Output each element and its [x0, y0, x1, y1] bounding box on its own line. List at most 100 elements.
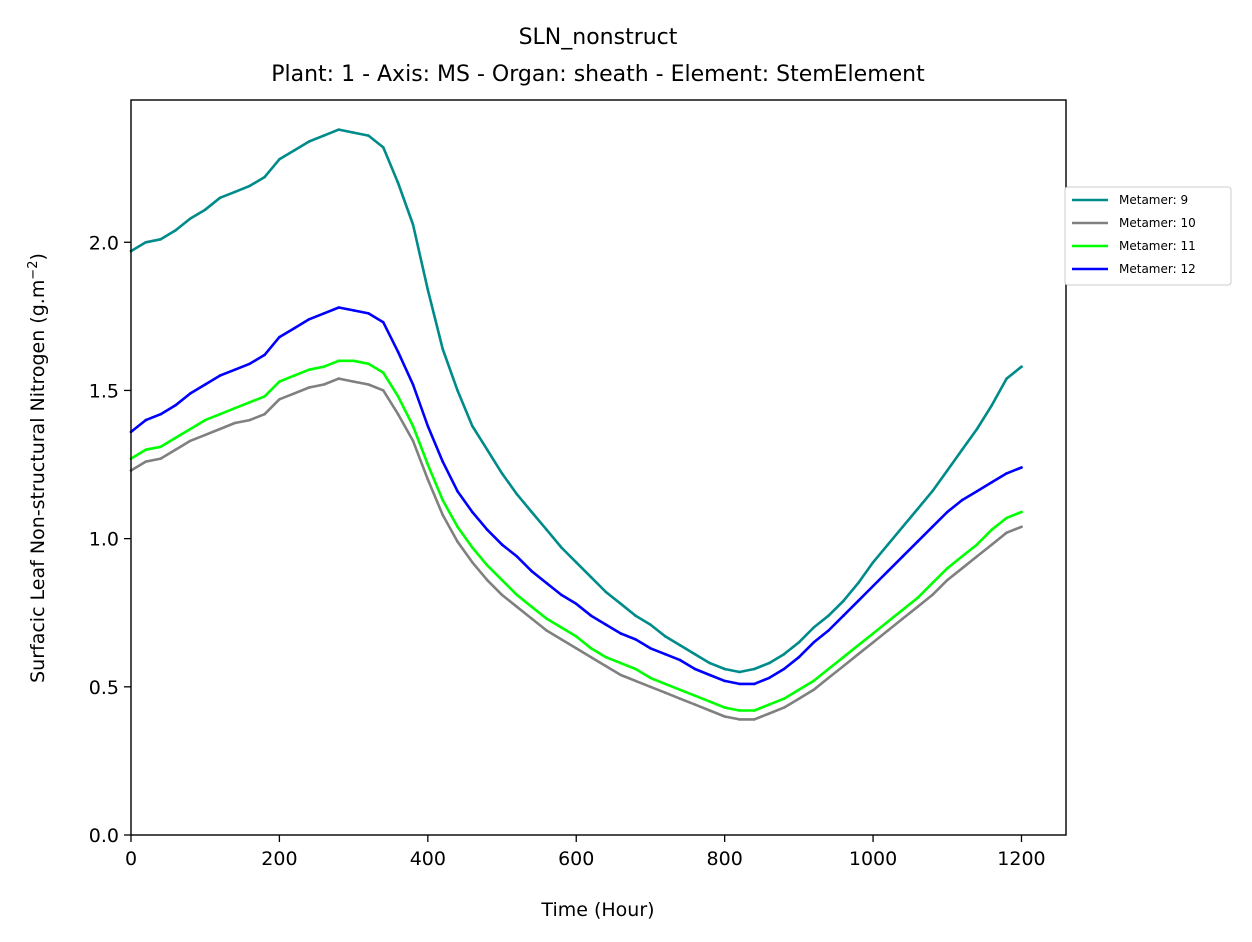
legend: Metamer: 9 Metamer: 10 Metamer: 11 Metamer:… — [1064, 186, 1232, 286]
data-point — [678, 697, 682, 700]
data-point — [619, 661, 623, 665]
data-point — [485, 528, 489, 531]
data-point — [411, 383, 415, 386]
data-point — [589, 614, 593, 617]
data-point — [293, 326, 296, 330]
data-point — [901, 617, 904, 620]
data-point — [678, 658, 682, 662]
data-point — [159, 445, 162, 449]
data-point — [174, 404, 177, 407]
data-point — [322, 365, 326, 369]
data-point — [990, 543, 994, 546]
legend-item: Metamer: 11 — [1072, 239, 1196, 253]
data-point — [901, 525, 904, 529]
data-point — [367, 312, 370, 315]
data-point — [307, 368, 311, 372]
data-point — [916, 507, 919, 511]
data-point — [322, 383, 326, 386]
data-point — [352, 359, 355, 363]
legend-label: Metamer: 11 — [1119, 239, 1196, 253]
y-tick-label: 2.0 — [89, 232, 119, 254]
data-point — [678, 688, 682, 692]
data-point — [278, 380, 281, 383]
y-axis-label-text: Surfacic Leaf Non-structural Nitrogen (g… — [27, 280, 49, 683]
data-point — [560, 626, 563, 629]
data-point — [263, 175, 266, 179]
series-3 — [129, 359, 1023, 712]
data-point — [530, 510, 533, 514]
data-point — [174, 229, 177, 232]
x-tick-label: 400 — [410, 848, 446, 870]
data-point — [426, 463, 430, 466]
data-point — [352, 309, 355, 312]
data-point — [189, 392, 192, 395]
data-point — [382, 389, 385, 392]
data-point — [946, 469, 949, 472]
data-point — [797, 641, 801, 644]
data-point — [856, 599, 860, 603]
data-point — [634, 614, 637, 617]
data-point — [203, 383, 207, 386]
data-point — [664, 682, 667, 686]
data-point — [975, 543, 979, 546]
data-point — [842, 599, 845, 603]
data-point — [574, 602, 578, 606]
data-point — [916, 605, 919, 609]
data-point — [1020, 365, 1023, 369]
data-point — [827, 667, 830, 671]
data-point — [248, 362, 251, 366]
data-point — [322, 312, 326, 315]
data-point — [411, 424, 415, 428]
data-point — [589, 647, 593, 650]
data-point — [782, 697, 786, 700]
data-point — [203, 208, 207, 211]
data-point — [738, 682, 741, 686]
data-point — [723, 715, 726, 718]
data-point — [738, 718, 741, 721]
data-point — [456, 389, 459, 392]
legend-item: Metamer: 12 — [1072, 262, 1196, 276]
data-point — [203, 433, 207, 437]
data-point — [931, 593, 934, 597]
data-point — [485, 578, 489, 582]
data-point — [367, 134, 370, 137]
x-tick-label: 1200 — [997, 848, 1045, 870]
data-point — [753, 709, 756, 712]
data-point — [975, 489, 979, 493]
data-point — [426, 288, 430, 292]
data-point — [649, 647, 652, 650]
data-point — [144, 418, 148, 422]
y-tick-label: 0.0 — [89, 825, 119, 847]
x-tick-label: 200 — [261, 848, 297, 870]
data-point — [471, 510, 474, 514]
data-point — [574, 635, 578, 638]
data-point — [396, 412, 400, 416]
data-point — [530, 569, 533, 573]
data-point — [263, 395, 266, 398]
data-point — [456, 525, 459, 529]
data-point — [307, 318, 311, 321]
data-point — [471, 561, 474, 564]
data-point — [871, 584, 875, 588]
data-point — [545, 581, 548, 585]
data-point — [545, 617, 548, 620]
data-point — [664, 635, 667, 638]
data-point — [634, 638, 637, 641]
data-point — [500, 472, 504, 475]
data-point — [723, 706, 726, 709]
data-point — [842, 664, 845, 668]
data-point — [604, 590, 608, 594]
data-point — [337, 128, 341, 131]
data-point — [886, 569, 890, 573]
data-point — [278, 158, 281, 161]
data-point — [218, 412, 222, 416]
data-point — [560, 546, 563, 549]
data-point — [411, 223, 415, 226]
data-point — [396, 395, 400, 398]
data-point — [471, 424, 474, 428]
data-point — [189, 217, 192, 220]
data-point — [990, 481, 994, 484]
data-point — [946, 567, 949, 570]
data-point — [189, 439, 192, 443]
